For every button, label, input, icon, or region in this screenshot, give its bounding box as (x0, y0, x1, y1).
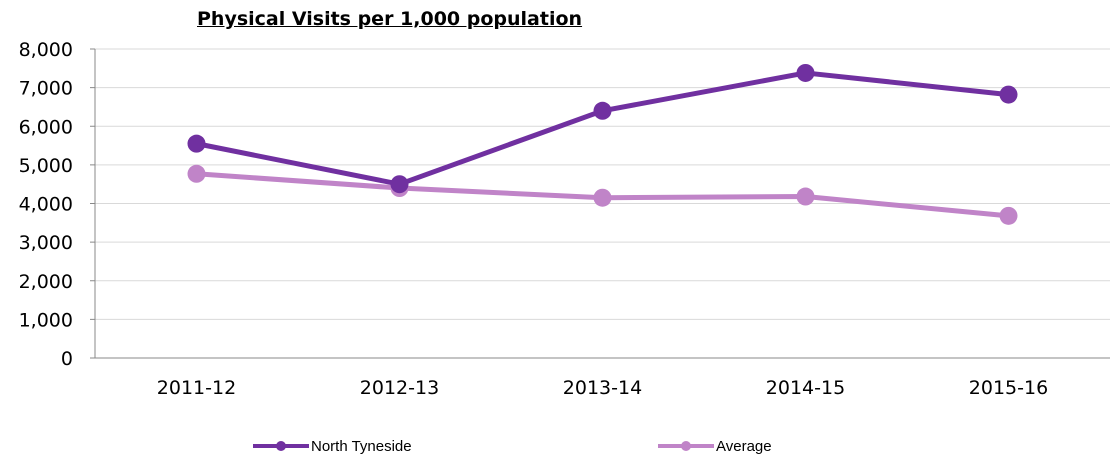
legend: North Tyneside Average (253, 438, 772, 455)
data-point (796, 63, 815, 82)
y-tick-label: 1,000 (19, 309, 73, 331)
x-tick-label: 2015-16 (969, 377, 1048, 399)
y-tick-label: 0 (61, 348, 73, 370)
legend-marker (681, 441, 691, 451)
legend-marker (276, 441, 286, 451)
x-tick-label: 2011-12 (157, 377, 236, 399)
data-point (187, 134, 206, 153)
y-tick-label: 3,000 (19, 232, 73, 254)
data-point (593, 101, 612, 120)
series-line (196, 70, 1009, 187)
series-lines (187, 63, 1018, 225)
legend-label: North Tyneside (311, 438, 412, 455)
y-tick-label: 5,000 (19, 155, 73, 177)
y-tick-label: 2,000 (19, 271, 73, 293)
x-tick-label: 2013-14 (563, 377, 642, 399)
x-axis-ticks: 2011-12 2012-13 2013-14 2014-15 2015-16 (157, 377, 1048, 399)
y-tick-label: 6,000 (19, 116, 73, 138)
legend-label: Average (716, 438, 772, 455)
y-axis-ticks: 0 1,000 2,000 3,000 4,000 5,000 6,000 7,000 8,00… (19, 39, 95, 370)
data-point (999, 85, 1018, 104)
x-tick-label: 2014-15 (766, 377, 845, 399)
data-point (187, 164, 206, 183)
data-point (593, 188, 612, 207)
data-point (796, 187, 815, 206)
y-tick-label: 7,000 (19, 78, 73, 100)
data-point (999, 206, 1018, 225)
x-tick-label: 2012-13 (360, 377, 439, 399)
y-tick-label: 4,000 (19, 194, 73, 216)
data-point (390, 175, 409, 194)
chart-title: Physical Visits per 1,000 population (197, 8, 583, 30)
y-tick-label: 8,000 (19, 39, 73, 61)
